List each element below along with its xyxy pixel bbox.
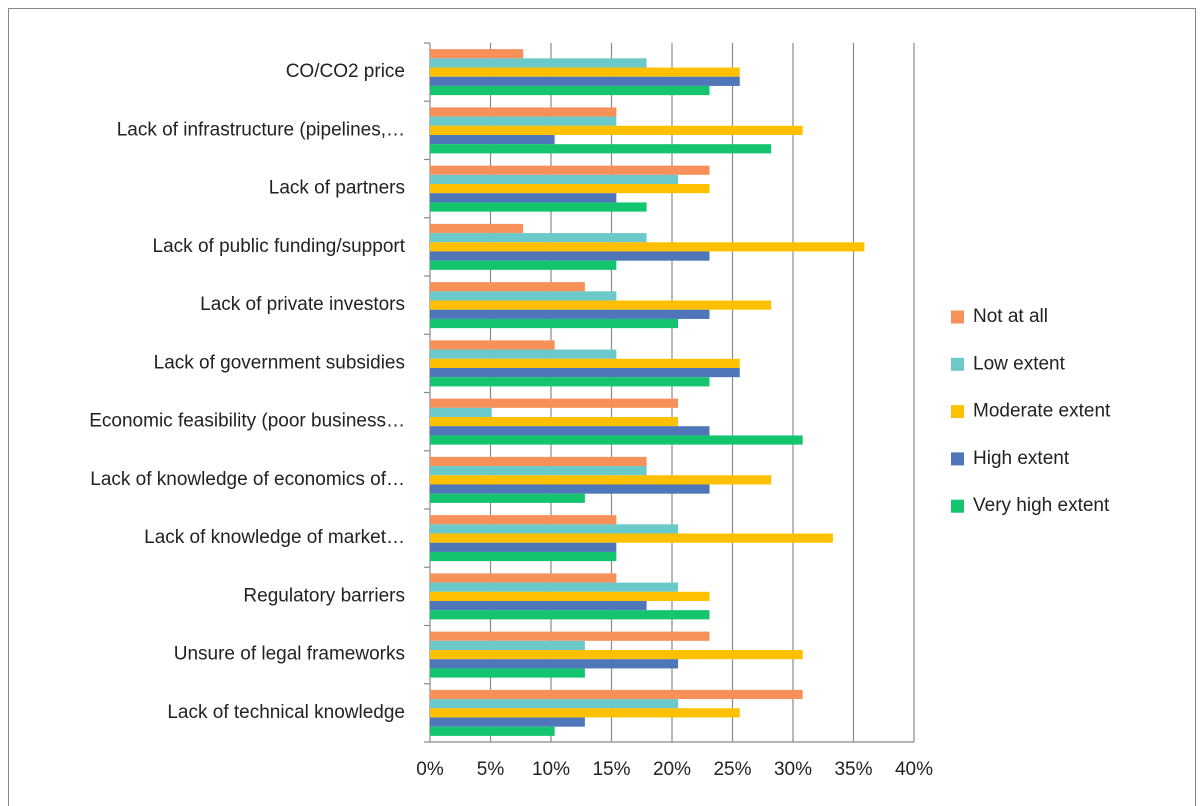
bar xyxy=(430,58,647,68)
bar xyxy=(430,708,740,718)
legend-swatch xyxy=(951,452,964,466)
x-tick-label: 30% xyxy=(774,759,812,780)
bar xyxy=(430,300,772,310)
y-tick-label: Lack of technical knowledge xyxy=(167,702,405,723)
bar xyxy=(430,542,617,552)
bar xyxy=(430,493,585,503)
x-tick-label: 5% xyxy=(477,759,505,780)
bar xyxy=(430,367,740,378)
bar xyxy=(430,466,647,476)
bar xyxy=(430,116,617,126)
y-tick-label: Lack of knowledge of market… xyxy=(144,527,405,548)
y-tick-label: Lack of government subsidies xyxy=(154,352,405,373)
bar xyxy=(430,242,865,252)
legend-swatch xyxy=(951,499,964,513)
legend-label: Moderate extent xyxy=(973,401,1111,422)
x-tick-label: 15% xyxy=(592,759,630,780)
bar xyxy=(430,309,710,319)
bar xyxy=(430,475,772,485)
bar xyxy=(430,260,617,270)
bar xyxy=(430,398,679,408)
bar xyxy=(430,515,617,525)
bar xyxy=(430,582,679,592)
legend-swatch xyxy=(951,357,964,371)
y-tick-label: Lack of partners xyxy=(269,178,405,199)
bar xyxy=(430,524,679,534)
bar xyxy=(430,551,617,562)
bar xyxy=(430,631,710,641)
y-tick-label: Regulatory barriers xyxy=(243,585,405,606)
y-tick-label: Lack of private investors xyxy=(200,294,405,315)
bar xyxy=(430,49,524,59)
bar xyxy=(430,533,833,543)
bar xyxy=(430,699,679,709)
legend-swatch xyxy=(951,310,964,324)
legend-swatch xyxy=(951,405,964,419)
bar xyxy=(430,668,585,678)
bar xyxy=(430,184,710,194)
bar xyxy=(430,407,492,418)
bar xyxy=(430,456,647,467)
bar xyxy=(430,134,555,145)
legend-label: Very high extent xyxy=(973,495,1110,516)
y-tick-label: Lack of infrastructure (pipelines,… xyxy=(117,119,405,140)
bar xyxy=(430,650,803,660)
bar xyxy=(430,591,710,601)
x-tick-label: 25% xyxy=(713,759,751,780)
bar xyxy=(430,291,617,301)
bar xyxy=(430,76,740,86)
y-tick-label: Lack of public funding/support xyxy=(153,236,406,257)
x-tick-label: 0% xyxy=(416,759,444,780)
y-tick-label: Unsure of legal frameworks xyxy=(174,644,405,665)
bar xyxy=(430,85,710,96)
bar xyxy=(430,107,617,117)
bar xyxy=(430,659,679,669)
bar xyxy=(430,125,803,135)
bar xyxy=(430,689,803,700)
bar xyxy=(430,426,710,436)
bar xyxy=(430,340,555,350)
y-tick-label: Lack of knowledge of economics of… xyxy=(90,469,405,490)
bar xyxy=(430,67,740,77)
bar xyxy=(430,600,647,611)
bar xyxy=(430,484,710,494)
legend-label: High extent xyxy=(973,448,1070,469)
bar xyxy=(430,174,679,185)
x-tick-label: 20% xyxy=(653,759,691,780)
bar xyxy=(430,417,679,427)
bar xyxy=(430,193,617,203)
chart-border xyxy=(8,8,1196,806)
x-tick-label: 40% xyxy=(895,759,933,780)
bar xyxy=(430,251,710,261)
bar xyxy=(430,726,555,736)
x-tick-label: 35% xyxy=(834,759,872,780)
x-tick-label: 10% xyxy=(532,759,570,780)
bar xyxy=(430,282,585,292)
y-tick-label: Economic feasibility (poor business… xyxy=(89,411,405,432)
bar xyxy=(430,165,710,175)
bar xyxy=(430,233,647,243)
bar xyxy=(430,717,585,727)
legend-label: Low extent xyxy=(973,353,1066,374)
bar xyxy=(430,640,585,651)
bar xyxy=(430,610,710,620)
legend-label: Not at all xyxy=(973,306,1048,327)
bar xyxy=(430,202,647,212)
bar xyxy=(430,358,740,368)
bar xyxy=(430,377,710,387)
bar xyxy=(430,318,679,329)
bar xyxy=(430,573,617,583)
bar xyxy=(430,223,524,234)
bar xyxy=(430,349,617,359)
bar xyxy=(430,435,803,445)
bar xyxy=(430,144,772,154)
y-tick-label: CO/CO2 price xyxy=(286,61,405,82)
